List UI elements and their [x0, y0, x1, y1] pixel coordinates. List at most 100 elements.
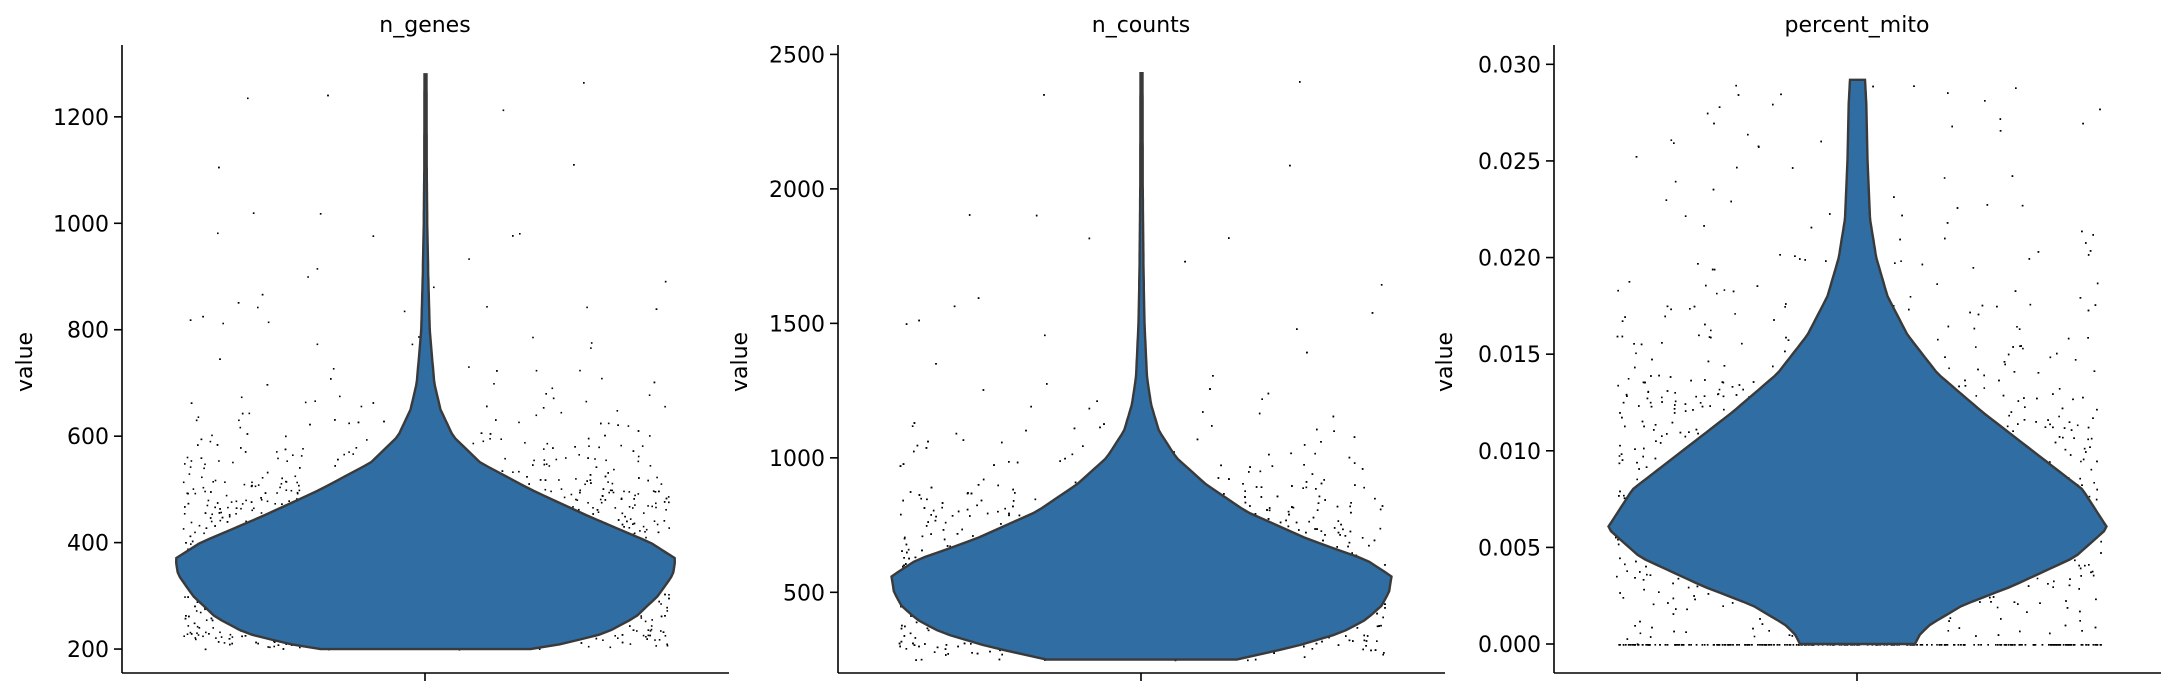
strip-point — [339, 395, 341, 398]
strip-point — [231, 642, 233, 645]
strip-point — [219, 508, 221, 510]
strip-point — [1379, 508, 1382, 511]
strip-point — [655, 506, 657, 509]
strip-point — [226, 521, 229, 523]
strip-point — [204, 512, 207, 514]
strip-point — [264, 492, 267, 494]
strip-point — [1305, 486, 1308, 489]
strip-point — [1001, 653, 1003, 656]
strip-point — [930, 514, 932, 516]
strip-point — [267, 646, 269, 648]
strip-point — [1351, 552, 1353, 554]
strip-point — [982, 389, 985, 391]
strip-point — [542, 407, 545, 409]
strip-point — [1099, 426, 1101, 429]
strip-point — [187, 502, 190, 505]
strip-point — [910, 615, 912, 617]
strip-point — [1324, 534, 1326, 536]
strip-point — [189, 466, 192, 468]
strip-point — [902, 565, 904, 568]
strip-point — [543, 448, 545, 450]
strip-point — [266, 500, 269, 503]
strip-point — [1196, 438, 1199, 441]
strip-point — [651, 619, 653, 621]
strip-point — [969, 515, 971, 517]
strip-point — [1376, 625, 1379, 628]
strip-point — [1356, 627, 1359, 629]
strip-point — [300, 455, 303, 457]
strip-point — [585, 400, 588, 403]
strip-point — [218, 512, 221, 514]
strip-point — [280, 483, 283, 485]
strip-point — [621, 523, 624, 526]
strip-point — [334, 419, 336, 421]
strip-point — [296, 481, 298, 484]
strip-point — [645, 636, 647, 638]
strip-point — [228, 638, 231, 640]
strip-point — [500, 438, 502, 440]
strip-point — [913, 644, 916, 646]
strip-point — [245, 520, 247, 523]
strip-point — [290, 489, 293, 492]
strip-point — [660, 630, 662, 632]
strip-point — [241, 412, 244, 415]
strip-point — [572, 506, 574, 508]
strip-point — [972, 535, 974, 537]
strip-point — [273, 641, 276, 643]
strip-point — [190, 402, 193, 404]
strip-point — [905, 323, 908, 325]
strip-point — [519, 233, 521, 235]
panel-title: n_counts — [1092, 13, 1190, 38]
strip-point — [628, 506, 631, 508]
strip-point — [632, 450, 635, 452]
strip-point — [204, 463, 206, 466]
strip-point — [935, 363, 937, 365]
strip-point — [197, 444, 199, 446]
strip-point — [668, 527, 670, 529]
strip-point — [544, 488, 547, 491]
strip-point — [1001, 441, 1003, 444]
strip-point — [592, 513, 594, 515]
strip-point — [998, 658, 1001, 661]
strip-point — [636, 630, 638, 632]
strip-point — [903, 635, 906, 637]
strip-point — [905, 648, 908, 650]
strip-point — [1371, 312, 1374, 314]
strip-point — [941, 502, 944, 504]
strip-point — [1308, 520, 1310, 523]
strip-point — [633, 532, 636, 535]
strip-point — [343, 453, 345, 456]
strip-point — [190, 521, 193, 524]
strip-point — [182, 481, 185, 484]
strip-point — [899, 465, 902, 467]
strip-point — [1305, 481, 1308, 483]
strip-point — [251, 481, 253, 484]
strip-point — [294, 475, 297, 478]
strip-point — [663, 501, 666, 503]
strip-point — [210, 617, 213, 620]
strip-point — [902, 499, 904, 502]
strip-point — [926, 498, 928, 501]
strip-point — [1380, 284, 1383, 286]
strip-point — [583, 82, 585, 84]
strip-point — [196, 632, 198, 634]
strip-point — [241, 503, 244, 505]
strip-point — [1379, 527, 1382, 530]
strip-point — [580, 642, 583, 644]
strip-point — [646, 638, 648, 640]
strip-point — [1303, 464, 1305, 466]
strip-point — [1363, 486, 1365, 489]
strip-point — [962, 439, 965, 441]
strip-point — [926, 627, 929, 630]
strip-point — [662, 631, 665, 633]
strip-point — [1381, 505, 1384, 507]
strip-point — [930, 533, 932, 535]
strip-point — [654, 639, 656, 641]
strip-point — [665, 509, 667, 511]
strip-point — [183, 513, 186, 515]
strip-point — [1014, 492, 1016, 494]
strip-point — [526, 476, 528, 478]
strip-point — [637, 460, 640, 463]
strip-point — [589, 479, 592, 481]
panel-title: n_genes — [379, 13, 470, 38]
